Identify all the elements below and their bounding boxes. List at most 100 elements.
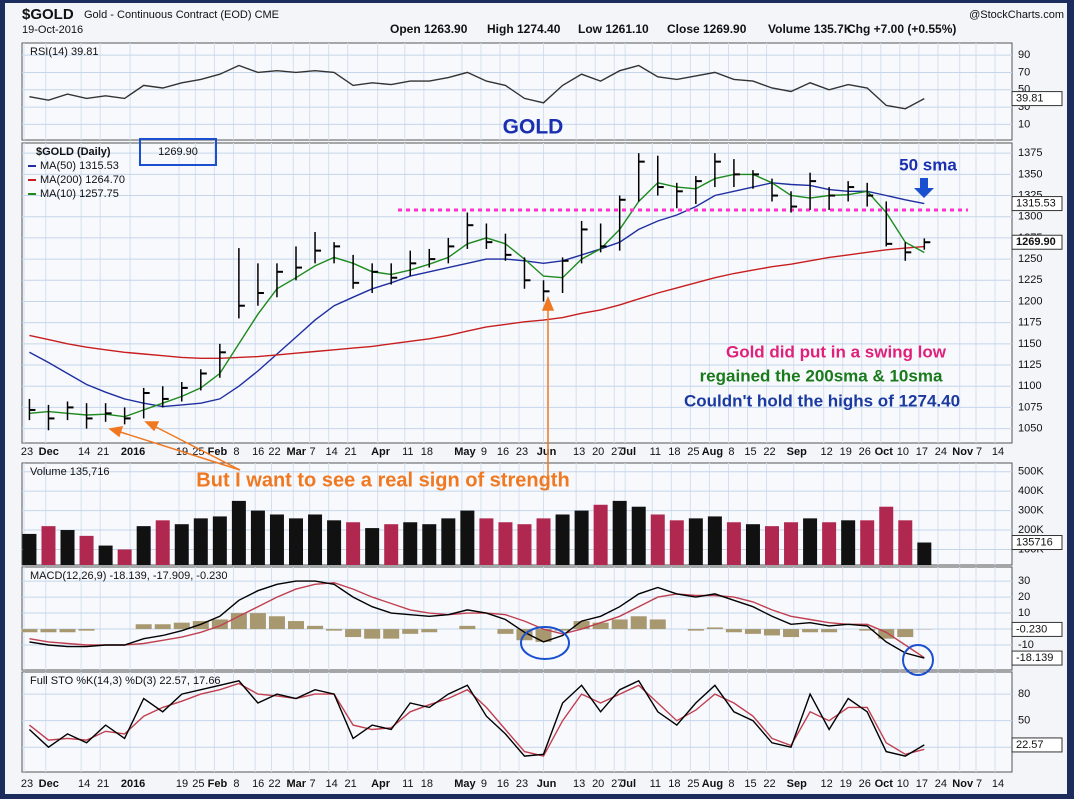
legend-entry: MA(50) 1315.53: [40, 160, 119, 172]
y-tick-label: 1300: [1018, 211, 1042, 223]
volume-bar: [612, 500, 627, 565]
panel: [21, 671, 1013, 773]
x-tick-label: Nov: [952, 778, 974, 790]
last-price-box: [139, 138, 217, 166]
volume-bar: [631, 506, 646, 565]
x-tick-label: 25: [192, 778, 204, 790]
x-tick-label: Dec: [39, 778, 59, 790]
x-tick-label: 9: [481, 778, 487, 790]
x-tick-label: 21: [97, 446, 109, 458]
value-tag-label: 1269.90: [1016, 236, 1056, 248]
volume-bar: [60, 530, 75, 565]
histogram-bar: [307, 625, 324, 630]
x-tick-label: 17: [916, 778, 928, 790]
histogram-bar: [706, 627, 723, 630]
volume-bar: [460, 510, 475, 565]
histogram-bar: [154, 624, 171, 630]
volume-bar: [841, 520, 856, 565]
x-tick-label: 21: [345, 778, 357, 790]
y-tick-label: 90: [1018, 49, 1030, 61]
x-tick-label: May: [454, 446, 476, 458]
source: @StockCharts.com: [969, 9, 1064, 21]
x-tick-label: 19: [176, 778, 188, 790]
x-tick-label: 8: [233, 446, 239, 458]
y-tick-label: 1100: [1018, 380, 1042, 392]
value-tag-label: -0.230: [1016, 623, 1047, 635]
value-tag: [1011, 91, 1063, 107]
histogram-bar: [535, 629, 552, 642]
volume-bar: [41, 526, 56, 565]
annotations: GOLD 50 sma Gold did put in a swing low …: [108, 116, 960, 676]
histogram-bar: [21, 629, 38, 633]
x-tick-label: Nov: [952, 446, 974, 458]
x-tick-label: 11: [650, 778, 661, 790]
histogram-bar: [725, 629, 742, 633]
histogram-bar: [345, 629, 362, 638]
x-tick-label: Mar: [286, 778, 306, 790]
volume-bar: [498, 522, 513, 565]
volume-bar: [441, 518, 456, 565]
x-tick-label: 7: [976, 778, 982, 790]
y-tick-label: 30: [1018, 575, 1030, 587]
x-tick-label: Feb: [208, 446, 228, 458]
x-tick-label: Sep: [787, 446, 807, 458]
x-tick-label: 2016: [121, 778, 145, 790]
histogram-bar: [59, 629, 76, 633]
x-tick-label: May: [454, 778, 476, 790]
x-tick-label: 10: [897, 778, 909, 790]
x-tick-label: 11: [402, 446, 413, 458]
symbol: $GOLD: [22, 6, 74, 23]
value-tag: [1011, 621, 1063, 637]
value-tag-label: -18.139: [1016, 652, 1053, 664]
histogram-bar: [611, 619, 628, 630]
value-tag: [1011, 650, 1063, 666]
volume-bar: [726, 522, 741, 565]
x-tick-label: Jun: [537, 446, 557, 458]
x-tick-label: 12: [821, 446, 833, 458]
y-tick-label: 10: [1018, 118, 1030, 130]
y-tick-label: 1175: [1018, 317, 1042, 329]
x-tick-label: Apr: [371, 778, 391, 790]
histogram-bar: [764, 629, 780, 636]
x-tick-label: 19: [840, 446, 852, 458]
y-tick-label: 1050: [1018, 422, 1042, 434]
y-tick-label: 20: [1018, 591, 1030, 603]
volume-bar: [784, 522, 799, 565]
x-tick-label: 21: [97, 778, 109, 790]
legend-entry: MA(10) 1257.75: [40, 188, 119, 200]
histogram-bar: [421, 629, 438, 633]
x-tick-label: 24: [935, 778, 947, 790]
x-tick-label: Sep: [787, 778, 807, 790]
x-tick-label: 23: [21, 778, 33, 790]
histogram-bar: [402, 629, 419, 634]
histogram-bar: [802, 629, 819, 633]
histogram-bar: [878, 629, 895, 639]
x-tick-label: Oct: [875, 446, 894, 458]
x-tick-label: 7: [310, 446, 316, 458]
y-tick-label: 80: [1018, 688, 1030, 700]
series-line: [29, 581, 925, 659]
volume-bar: [536, 518, 551, 565]
annotation: 50 sma: [899, 155, 957, 174]
volume-bar: [269, 514, 284, 565]
x-tick-label: 14: [326, 446, 338, 458]
x-tick-label: 23: [516, 778, 528, 790]
volume-bar: [822, 522, 837, 565]
series-line: [29, 580, 925, 659]
histogram-bar: [288, 621, 304, 630]
volume-bar: [860, 520, 875, 565]
x-tick-label: 7: [976, 446, 982, 458]
volume-bar: [479, 518, 494, 565]
volume-bar: [745, 524, 760, 565]
volume-bar: [555, 514, 570, 565]
x-tick-label: 22: [763, 446, 775, 458]
x-tick-label: 23: [21, 446, 33, 458]
x-tick-label: 22: [268, 778, 280, 790]
x-tick-label: Dec: [39, 446, 59, 458]
histogram-bar: [40, 629, 57, 633]
volume-bar: [707, 516, 722, 565]
panel-title: MACD(12,26,9) -18.139, -17.909, -0.230: [30, 570, 228, 582]
panel: [21, 42, 1013, 141]
x-tick-label: Aug: [702, 446, 723, 458]
instrument-name: Gold - Continuous Contract (EOD) CME: [84, 9, 279, 21]
